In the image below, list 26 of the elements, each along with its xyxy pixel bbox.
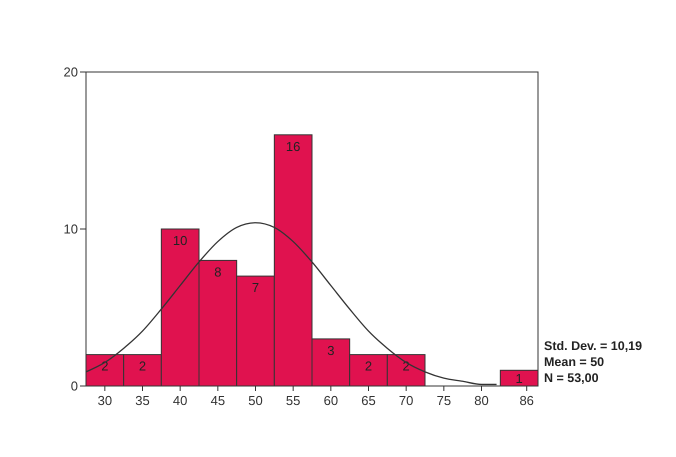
x-tick-label: 80	[474, 393, 489, 408]
y-tick-label: 20	[64, 64, 78, 80]
x-tick-label: 65	[361, 393, 376, 408]
x-tick-label: 45	[210, 393, 226, 408]
x-tick-label: 70	[398, 393, 414, 408]
x-tick-label: 50	[248, 393, 263, 408]
x-tick-label: 75	[436, 393, 452, 408]
data-label: 16	[286, 138, 300, 154]
y-tick-label: 10	[64, 222, 78, 237]
text: N = 53,00	[544, 371, 599, 385]
y-tick-label: 0	[70, 378, 78, 394]
x-tick-label: 55	[286, 393, 300, 408]
x-tick-label: 35	[135, 393, 150, 408]
x-tick-label: 40	[172, 393, 188, 408]
x-tick-label: 30	[98, 393, 112, 408]
x-tick-label: 86	[519, 393, 534, 408]
text: Std. Dev. = 10,19	[544, 339, 642, 353]
data-label: 8	[214, 264, 222, 280]
data-label: 1	[516, 371, 523, 386]
data-label: 10	[172, 233, 188, 248]
data-label: 2	[138, 358, 146, 374]
x-tick-label: 60	[324, 393, 338, 408]
data-label: 7	[252, 280, 260, 296]
data-label: 3	[327, 342, 334, 358]
data-label: 2	[364, 358, 372, 374]
text: Mean = 50	[544, 355, 604, 369]
